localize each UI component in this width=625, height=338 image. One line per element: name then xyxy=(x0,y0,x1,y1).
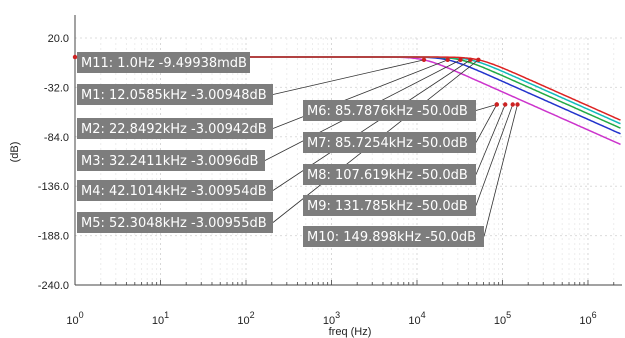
marker-dot-m1 xyxy=(421,57,427,63)
marker-dot-m7 xyxy=(494,102,499,107)
marker-label-m7: M7: 85.7254kHz -50.0dB xyxy=(307,136,468,151)
marker-dot-m8 xyxy=(503,102,508,107)
marker-leader-m2 xyxy=(272,59,448,129)
marker-dot-m4 xyxy=(468,57,473,63)
marker-box-m2 xyxy=(77,118,273,139)
marker-box-m7 xyxy=(303,132,476,153)
marker-dot-m9 xyxy=(510,102,515,107)
marker-box-m8 xyxy=(303,164,476,185)
x-tick-label: 106 xyxy=(579,310,596,327)
marker-labels: M11: 1.0Hz -9.49938mdB M1: 12.0585kHz -3.… xyxy=(72,52,520,247)
marker-dot-m5 xyxy=(476,57,481,63)
marker-leader-m1 xyxy=(272,59,425,95)
marker-label-m5: M5: 52.3048kHz -3.00955dB xyxy=(81,216,267,231)
y-tick-label: -84.0 xyxy=(44,132,69,144)
marker-label-m11: M11: 1.0Hz -9.49938mdB xyxy=(81,56,247,71)
marker-dot-m11 xyxy=(72,54,78,60)
marker-box-m11 xyxy=(77,52,250,73)
marker-leader-m10 xyxy=(483,104,518,237)
x-tick-label: 100 xyxy=(66,310,83,327)
marker-leader-m7 xyxy=(475,104,498,143)
x-tick-label: 102 xyxy=(237,310,254,327)
x-tick-label: 103 xyxy=(323,310,340,327)
marker-label-m2: M2: 22.8492kHz -3.00942dB xyxy=(81,122,267,137)
y-tick-label: -136.0 xyxy=(38,181,69,193)
y-tick-label: -240.0 xyxy=(38,280,69,292)
y-axis-label: (dB) xyxy=(9,142,21,163)
y-tick-label: 20.0 xyxy=(48,33,69,45)
x-tick-labels: 100 101 102 103 104 105 106 xyxy=(66,310,596,327)
y-tick-labels: 20.0 -32.0 -84.0 -136.0 -188.0 -240.0 xyxy=(38,33,69,292)
marker-box-m9 xyxy=(303,195,476,216)
marker-box-m4 xyxy=(77,180,273,201)
marker-label-m4: M4: 42.1014kHz -3.00954dB xyxy=(81,184,267,199)
marker-leader-m6 xyxy=(475,104,497,111)
y-tick-label: -32.0 xyxy=(44,82,69,94)
marker-label-m8: M8: 107.619kHz -50.0dB xyxy=(307,168,468,183)
marker-label-m3: M3: 32.2411kHz -3.0096dB xyxy=(81,154,258,169)
marker-box-m5 xyxy=(77,212,273,233)
marker-label-m6: M6: 85.7876kHz -50.0dB xyxy=(307,104,468,119)
y-tick-label: -188.0 xyxy=(38,231,69,243)
marker-box-m10 xyxy=(303,226,484,247)
marker-leader-m9 xyxy=(475,104,514,206)
x-tick-label: 101 xyxy=(152,310,169,327)
marker-leader-m8 xyxy=(475,104,506,175)
marker-dot-m3 xyxy=(458,57,463,63)
marker-label-m1: M1: 12.0585kHz -3.00948dB xyxy=(81,88,267,103)
marker-label-m9: M9: 131.785kHz -50.0dB xyxy=(307,199,468,214)
x-tick-label: 105 xyxy=(494,310,511,327)
marker-dot-m2 xyxy=(445,57,450,63)
x-axis-label: freq (Hz) xyxy=(329,326,372,338)
marker-box-m3 xyxy=(77,150,265,171)
x-tick-label: 104 xyxy=(408,310,425,327)
marker-label-m10: M10: 149.898kHz -50.0dB xyxy=(307,230,476,245)
marker-box-m1 xyxy=(77,84,273,105)
axes xyxy=(74,15,622,286)
grid xyxy=(74,37,622,286)
marker-dot-m10 xyxy=(515,102,520,107)
marker-box-m6 xyxy=(303,100,476,121)
